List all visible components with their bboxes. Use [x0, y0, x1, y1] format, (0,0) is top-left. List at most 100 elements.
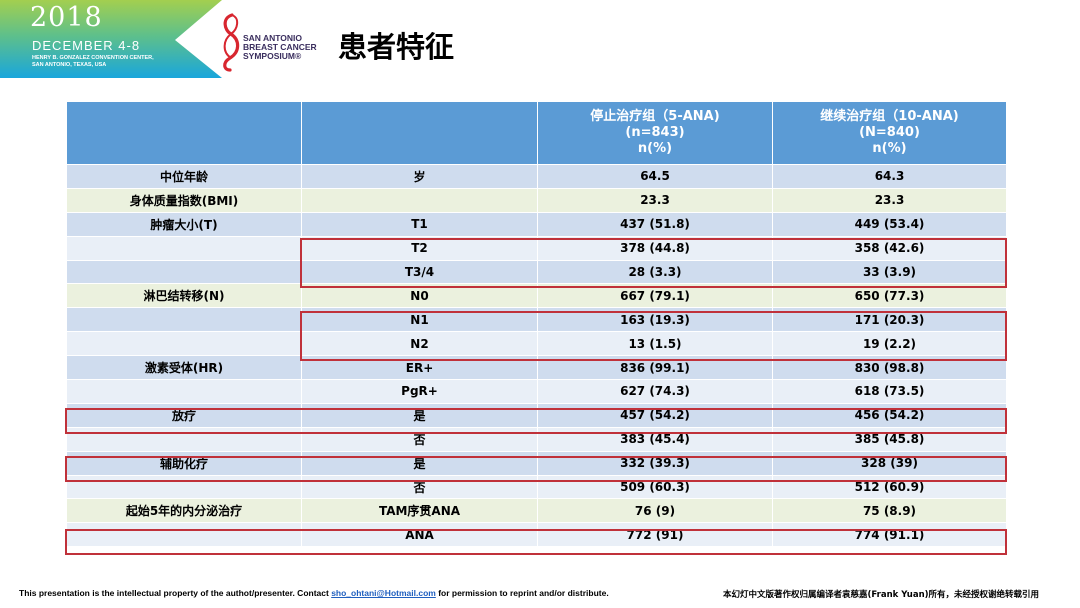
table-cell: 是	[301, 450, 538, 476]
translation-copyright: 本幻灯中文版著作权归属编译者袁慈嘉(Frank Yuan)所有，未经授权谢绝转载…	[723, 590, 1040, 600]
table-cell	[66, 522, 302, 548]
table-cell: ER+	[301, 355, 538, 381]
banner-graphic	[0, 0, 222, 78]
copyright-notice: This presentation is the intellectual pr…	[19, 588, 609, 598]
header-line: (n=843)	[625, 125, 685, 140]
header-line: 继续治疗组（10-ANA)	[820, 109, 959, 124]
table-cell: TAM序贯ANA	[301, 498, 538, 524]
table-cell: 76 (9)	[537, 498, 773, 524]
table-cell: 457 (54.2)	[537, 402, 773, 428]
table-row: 放疗是 457 (54.2) 456 (54.2)	[66, 402, 1007, 428]
table-cell: 650 (77.3)	[772, 283, 1007, 309]
table-row: T2 378 (44.8) 358 (42.6)	[66, 235, 1007, 261]
table-row: 淋巴结转移(N) N0 667 (79.1) 650 (77.3)	[66, 283, 1007, 309]
table-cell: 起始5年的内分泌治疗	[66, 498, 302, 524]
table-cell: 28 (3.3)	[537, 259, 773, 285]
table-cell: 是	[301, 402, 538, 428]
table-cell: 23.3	[772, 187, 1007, 213]
table-cell: 13 (1.5)	[537, 331, 773, 357]
table-row: 中位年龄岁 64.5 64.3	[66, 164, 1007, 189]
page-title: 患者特征	[338, 30, 455, 64]
table-cell: 332 (39.3)	[537, 450, 773, 476]
table-cell: 509 (60.3)	[537, 474, 773, 500]
table-header-row: 停止治疗组（5-ANA) (n=843) n(%) 继续治疗组（10-ANA) (N=…	[66, 101, 1007, 165]
table-cell: 淋巴结转移(N)	[66, 283, 302, 309]
table-row: 否 509 (60.3) 512 (60.9)	[66, 474, 1007, 500]
table-cell: 64.5	[537, 164, 773, 189]
table-cell: 64.3	[772, 164, 1007, 189]
table-cell	[66, 379, 302, 404]
table-row: 辅助化疗是 332 (39.3) 328 (39)	[66, 450, 1007, 476]
table-cell: 163 (19.3)	[537, 307, 773, 333]
table-cell: 627 (74.3)	[537, 379, 773, 404]
header-line: n(%)	[872, 141, 907, 156]
banner-dates: DECEMBER 4-8	[32, 38, 141, 53]
table-cell: 辅助化疗	[66, 450, 302, 476]
table-cell: 772 (91)	[537, 522, 773, 548]
table-cell: PgR+	[301, 379, 538, 404]
table-row: N1 163 (19.3) 171 (20.3)	[66, 307, 1007, 333]
table-cell: 385 (45.8)	[772, 426, 1007, 452]
header-line: 停止治疗组（5-ANA)	[590, 109, 720, 124]
table-cell: 830 (98.8)	[772, 355, 1007, 381]
banner-year: 2018	[30, 2, 103, 33]
table-row: PgR+ 627 (74.3) 618 (73.5)	[66, 379, 1007, 404]
table-cell: T2	[301, 235, 538, 261]
table-cell: 512 (60.9)	[772, 474, 1007, 500]
table-row: T3/4 28 (3.3) 33 (3.9)	[66, 259, 1007, 285]
table-cell: N1	[301, 307, 538, 333]
table-cell: 岁	[301, 164, 538, 189]
conference-banner: 2018 DECEMBER 4-8 HENRY B. GONZALEZ CONV…	[0, 0, 222, 78]
table-body: 中位年龄岁 64.5 64.3 身体质量指数(BMI) 23.3 23.3 肿瘤大小(T) T…	[66, 164, 1007, 548]
symposium-logo-text: SAN ANTONIO BREAST CANCER SYMPOSIUM®	[243, 33, 317, 61]
table-cell: 383 (45.4)	[537, 426, 773, 452]
table-cell: 836 (99.1)	[537, 355, 773, 381]
table-row: 肿瘤大小(T) T1 437 (51.8) 449 (53.4)	[66, 211, 1007, 237]
table-cell: 肿瘤大小(T)	[66, 211, 302, 237]
table-cell: ANA	[301, 522, 538, 548]
table-cell: 19 (2.2)	[772, 331, 1007, 357]
header-cell	[301, 101, 538, 165]
table-cell: 378 (44.8)	[537, 235, 773, 261]
table-row: 否 383 (45.4) 385 (45.8)	[66, 426, 1007, 452]
table-cell: 23.3	[537, 187, 773, 213]
table-cell: 中位年龄	[66, 164, 302, 189]
table-cell: 否	[301, 426, 538, 452]
table-cell: 667 (79.1)	[537, 283, 773, 309]
table-cell: T1	[301, 211, 538, 237]
header-cell-continue-group: 继续治疗组（10-ANA) (N=840) n(%)	[772, 101, 1007, 165]
table-cell: 75 (8.9)	[772, 498, 1007, 524]
table-row: 起始5年的内分泌治疗 TAM序贯ANA 76 (9) 75 (8.9)	[66, 498, 1007, 524]
table-row: 身体质量指数(BMI) 23.3 23.3	[66, 187, 1007, 213]
table-cell: N2	[301, 331, 538, 357]
table-cell: 否	[301, 474, 538, 500]
table-cell	[301, 187, 538, 213]
table-row: N2 13 (1.5) 19 (2.2)	[66, 331, 1007, 357]
ribbon-8-icon	[218, 12, 244, 76]
table-cell: 449 (53.4)	[772, 211, 1007, 237]
header-cell-stop-group: 停止治疗组（5-ANA) (n=843) n(%)	[537, 101, 773, 165]
table-cell	[66, 259, 302, 285]
table-cell: 放疗	[66, 402, 302, 428]
table-cell: 774 (91.1)	[772, 522, 1007, 548]
table-cell	[66, 474, 302, 500]
table-cell	[66, 331, 302, 357]
table-cell: 171 (20.3)	[772, 307, 1007, 333]
table-cell: N0	[301, 283, 538, 309]
table-cell: 358 (42.6)	[772, 235, 1007, 261]
table-cell	[66, 307, 302, 333]
table-cell: T3/4	[301, 259, 538, 285]
banner-venue: HENRY B. GONZALEZ CONVENTION CENTER, SAN…	[32, 55, 154, 68]
table-row: ANA 772 (91) 774 (91.1)	[66, 522, 1007, 548]
header-cell	[66, 101, 302, 165]
patient-characteristics-table: 停止治疗组（5-ANA) (n=843) n(%) 继续治疗组（10-ANA) (N=…	[65, 101, 1007, 555]
contact-email-link[interactable]: sho_ohtani@Hotmail.com	[331, 588, 436, 598]
table-cell	[66, 426, 302, 452]
table-cell	[66, 235, 302, 261]
header-line: n(%)	[637, 141, 673, 156]
table-cell: 33 (3.9)	[772, 259, 1007, 285]
table-cell: 身体质量指数(BMI)	[66, 187, 302, 213]
table-cell: 328 (39)	[772, 450, 1007, 476]
header-line: (N=840)	[859, 125, 920, 140]
table-row: 激素受体(HR) ER+ 836 (99.1) 830 (98.8)	[66, 355, 1007, 381]
